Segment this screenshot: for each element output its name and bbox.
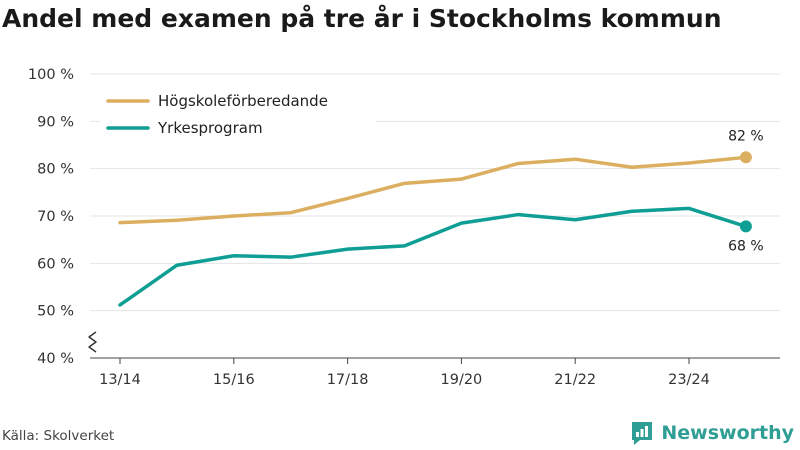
x-tick-label: 13/14 — [99, 372, 141, 388]
y-tick-label: 50 % — [37, 304, 74, 320]
series-lines: 82 % 68 % — [118, 128, 764, 307]
end-value-label: 82 % — [728, 128, 764, 144]
x-tick-label: 21/22 — [554, 372, 596, 388]
end-value-label: 68 % — [728, 238, 764, 254]
series-line — [118, 206, 748, 307]
y-axis: 40 % 50 % 60 % 70 % 80 % 90 % 100 % — [28, 67, 97, 367]
x-tick-label: 17/18 — [327, 372, 369, 388]
y-tick-label: 60 % — [37, 256, 74, 272]
y-tick-label: 90 % — [37, 114, 74, 130]
brand-name: Newsworthy — [661, 422, 794, 444]
y-tick-label: 100 % — [28, 67, 74, 83]
legend-background — [100, 86, 376, 146]
series-endpoint — [739, 220, 752, 233]
series-line — [118, 155, 748, 225]
y-tick-label: 70 % — [37, 209, 74, 225]
series-endpoint — [739, 151, 752, 164]
axis-break-icon — [88, 331, 97, 353]
brand-logo: Newsworthy — [630, 419, 794, 447]
y-tick-label: 40 % — [37, 351, 74, 367]
newsworthy-logo-icon — [632, 422, 653, 445]
x-tick-label: 23/24 — [668, 372, 710, 388]
chart-title: Andel med examen på tre år i Stockholms … — [2, 4, 722, 33]
x-tick-label: 19/20 — [441, 372, 483, 388]
gridlines — [90, 73, 780, 312]
source-note: Källa: Skolverket — [2, 428, 115, 444]
x-axis: 13/14 15/16 17/18 19/20 21/22 23/24 — [90, 357, 780, 388]
legend: Högskoleförberedande Yrkesprogram — [100, 86, 376, 146]
legend-label: Yrkesprogram — [157, 119, 263, 137]
y-tick-label: 80 % — [37, 162, 74, 178]
x-tick-label: 15/16 — [213, 372, 255, 388]
legend-label: Högskoleförberedande — [158, 92, 328, 110]
